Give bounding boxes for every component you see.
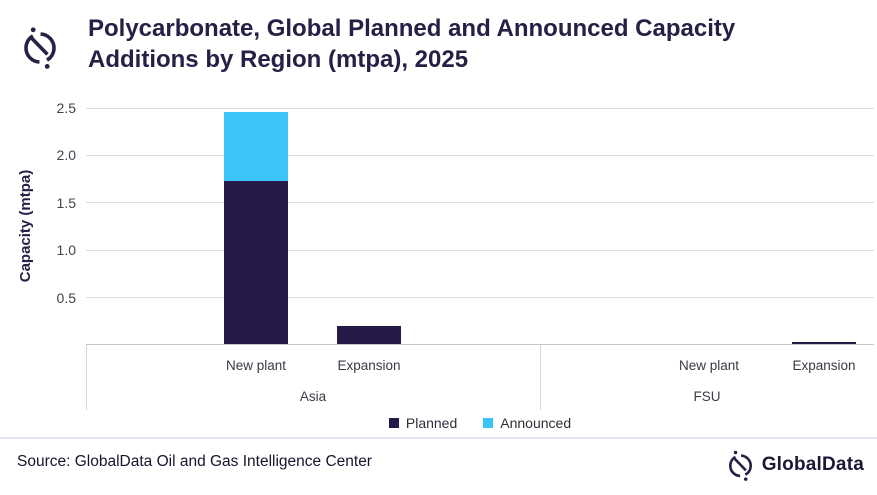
title-line-2: Additions by Region (mtpa), 2025 bbox=[88, 46, 469, 73]
legend-label-announced: Announced bbox=[500, 415, 572, 431]
gridline-0.5 bbox=[86, 297, 874, 299]
axis-separator-line bbox=[86, 345, 87, 410]
planned-swatch bbox=[388, 418, 399, 428]
region-label-fsu: FSU bbox=[693, 389, 721, 404]
y-tick-label: 0.5 bbox=[56, 289, 76, 306]
gridline-2.5 bbox=[86, 107, 874, 109]
category-label-asia-new-plant: New plant bbox=[225, 358, 287, 373]
bar-asia-expansion-planned bbox=[337, 326, 401, 345]
region-label-asia: Asia bbox=[299, 389, 327, 404]
legend: Planned Announced bbox=[86, 413, 874, 433]
y-tick-label: 2.0 bbox=[56, 147, 76, 164]
globaldata-compass-icon bbox=[24, 27, 56, 69]
y-tick-label: 2.5 bbox=[56, 100, 76, 116]
bar-fsu-expansion-planned bbox=[792, 342, 856, 345]
globaldata-logo: GlobalData bbox=[723, 447, 864, 483]
bar-asia-new-plant-announced bbox=[224, 112, 288, 181]
y-axis-title: Capacity (mtpa) bbox=[17, 169, 34, 283]
category-label-fsu-expansion: Expansion bbox=[792, 358, 856, 373]
gridline-1.0 bbox=[86, 249, 874, 251]
gridline-2.0 bbox=[86, 154, 874, 156]
x-axis-line bbox=[86, 344, 874, 345]
globaldata-compass-icon bbox=[728, 450, 752, 481]
y-tick-label: 1.5 bbox=[56, 194, 76, 211]
legend-label-planned: Planned bbox=[405, 415, 458, 431]
category-label-asia-expansion: Expansion bbox=[337, 358, 401, 373]
legend-item-planned: Planned bbox=[388, 415, 458, 431]
gridline-1.5 bbox=[86, 202, 874, 204]
axis-separator-line bbox=[540, 345, 541, 410]
announced-swatch bbox=[483, 418, 494, 428]
source-text: Source: GlobalData Oil and Gas Intellige… bbox=[17, 453, 372, 470]
page-title: Polycarbonate, Global Planned and Announ… bbox=[88, 13, 828, 75]
bar-asia-new-plant-planned bbox=[224, 181, 288, 345]
title-line-1: Polycarbonate, Global Planned and Announ… bbox=[88, 15, 736, 42]
legend-item-announced: Announced bbox=[483, 415, 571, 431]
globaldata-wordmark: GlobalData bbox=[761, 454, 864, 475]
footer-divider bbox=[0, 437, 877, 439]
category-label-fsu-new-plant: New plant bbox=[678, 358, 740, 373]
y-tick-label: 1.0 bbox=[56, 242, 76, 259]
